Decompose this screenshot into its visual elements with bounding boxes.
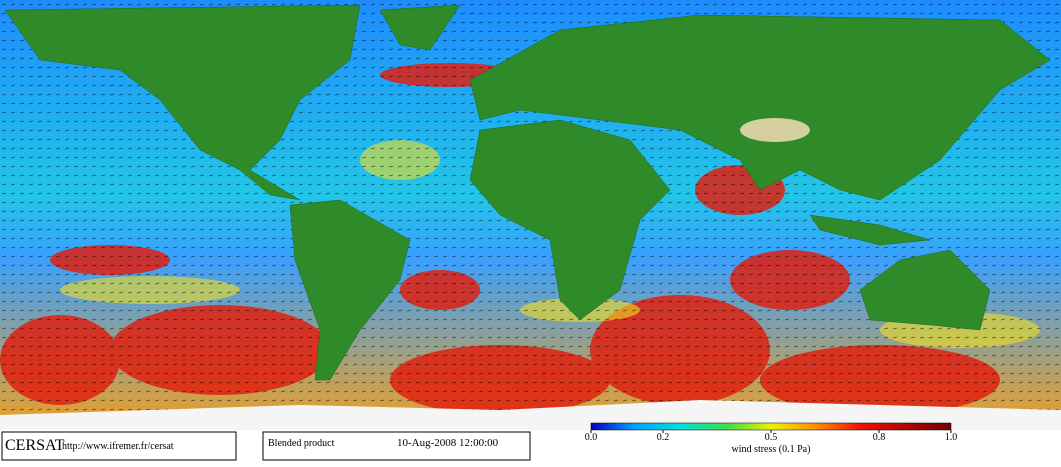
antarctica <box>0 400 1061 430</box>
logo: CERSAT <box>5 437 65 454</box>
date: 10-Aug-2008 12:00:00 <box>397 437 499 449</box>
colorbar-tick-label: 0.8 <box>873 432 886 443</box>
product: Blended product <box>268 438 335 449</box>
colorbar-tick-label: 0.2 <box>657 432 670 443</box>
logo-box <box>1 431 237 461</box>
map <box>0 0 1061 430</box>
info-box <box>262 431 531 461</box>
continents <box>4 4 1051 381</box>
colorbar-tick-label: 1.0 <box>945 432 958 443</box>
plateau <box>740 118 810 142</box>
url: http://www.ifremer.fr/cersat <box>62 441 174 452</box>
colorbar-label: wind stress (0.1 Pa) <box>732 444 811 455</box>
colorbar-tick-label: 0.5 <box>765 432 778 443</box>
colorbar <box>590 422 952 431</box>
colorbar-tick-label: 0.0 <box>585 432 598 443</box>
